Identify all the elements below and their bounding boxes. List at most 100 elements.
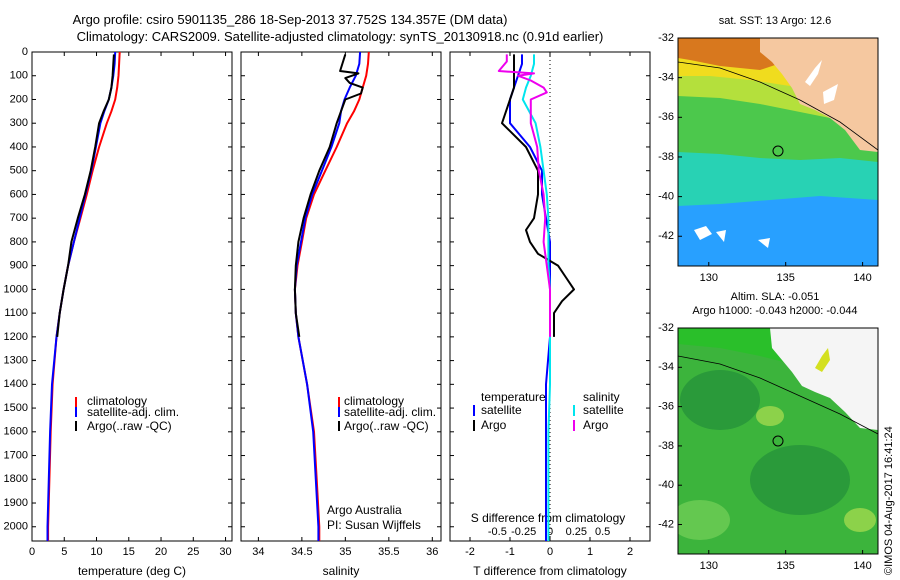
sla-map-frame xyxy=(677,327,879,555)
temperature-legend: climatology satellite-adj. clim. Argo(..… xyxy=(75,394,179,433)
x-tick-label: -2 xyxy=(465,546,475,558)
legend-label-argo: Argo(..raw -QC) xyxy=(87,419,172,433)
map-y-tick-label: -36 xyxy=(658,401,674,413)
sst-cloud-gap xyxy=(694,226,712,240)
y-tick-label: 800 xyxy=(10,236,28,248)
sla-high-anomaly xyxy=(844,508,876,532)
x-tick-label: 1 xyxy=(587,546,593,558)
sst-isobath xyxy=(678,61,878,151)
legend-label-climatology: climatology xyxy=(344,394,404,408)
y-tick-label: 2000 xyxy=(4,521,28,533)
sla-high-anomaly xyxy=(678,500,730,540)
map-x-tick-label: 130 xyxy=(700,272,718,284)
legend-label-sal-argo: Argo xyxy=(583,418,609,432)
difference-legend: temperature satellite Argo salinity sate… xyxy=(473,390,624,432)
x-axis-label: salinity xyxy=(323,564,360,578)
sst-land xyxy=(760,38,878,152)
y-tick-label: 200 xyxy=(10,93,28,105)
sla-low-anomaly xyxy=(680,370,760,430)
map-x-tick-label: 130 xyxy=(700,560,718,572)
map-y-tick-label: -42 xyxy=(658,230,674,242)
sla-map-panel: Altim. SLA: -0.051 Argo h1000: -0.043 h2… xyxy=(658,291,879,572)
x-axis-label: temperature (deg C) xyxy=(78,564,186,578)
sla-argo-marker xyxy=(772,435,784,447)
sst-map-title: sat. SST: 13 Argo: 12.6 xyxy=(719,15,832,27)
x-tick-label: 0 xyxy=(547,546,553,558)
map-y-tick-label: -34 xyxy=(658,361,674,373)
x-tick-label: 30 xyxy=(219,546,231,558)
x-tick-label: 20 xyxy=(155,546,167,558)
series-line xyxy=(501,54,575,337)
sla-map-title-line1: Altim. SLA: -0.051 xyxy=(731,291,820,303)
map-y-tick-label: -40 xyxy=(658,479,674,491)
x-tick-label: 25 xyxy=(187,546,199,558)
y-tick-label: 600 xyxy=(10,188,28,200)
map-y-tick-label: -36 xyxy=(658,111,674,123)
sst-cloud-gap xyxy=(716,230,726,242)
plot-frame xyxy=(31,51,233,542)
y-tick-label: 700 xyxy=(10,212,28,224)
y-tick-label: 1900 xyxy=(4,497,28,509)
legend-label-satellite: satellite-adj. clim. xyxy=(344,405,436,419)
y-tick-label: 1200 xyxy=(4,331,28,343)
legend-label-satellite: satellite-adj. clim. xyxy=(87,405,179,419)
salinity-legend: climatology satellite-adj. clim. Argo(..… xyxy=(327,394,436,532)
x-tick-label: 0 xyxy=(29,546,35,558)
sst-gulf xyxy=(805,60,822,86)
x2-tick-label: 0.5 xyxy=(595,526,610,538)
y-tick-label: 1100 xyxy=(4,307,28,319)
figure-title-line2: Climatology: CARS2009. Satellite-adjuste… xyxy=(77,29,604,44)
map-y-tick-label: -38 xyxy=(658,440,674,452)
sst-island xyxy=(823,84,838,104)
x-axis-label: T difference from climatology xyxy=(473,564,627,578)
sla-high-anomaly xyxy=(756,406,784,426)
x-tick-label: 10 xyxy=(90,546,102,558)
y-tick-label: 400 xyxy=(10,141,28,153)
x2-tick-label: 0.25 xyxy=(566,526,587,538)
series-line xyxy=(293,54,364,338)
sst-map-axes: 130 135 140 -32 -34 -36 -38 -40 -42 xyxy=(658,32,872,284)
y-tick-label: 1500 xyxy=(4,402,28,414)
sst-cloud-gap xyxy=(758,238,770,248)
map-y-tick-label: -40 xyxy=(658,191,674,203)
x-tick-label: -1 xyxy=(505,546,515,558)
map-y-tick-label: -34 xyxy=(658,72,674,84)
legend-label-climatology: climatology xyxy=(87,394,147,408)
y-tick-label: 1300 xyxy=(4,354,28,366)
sla-isobath xyxy=(678,355,878,435)
legend-label-sal-satellite: satellite xyxy=(583,403,624,417)
temperature-panel: 0100200300400500600700800900100011001200… xyxy=(4,46,233,578)
map-x-tick-label: 140 xyxy=(853,560,871,572)
legend-label-argo: Argo(..raw -QC) xyxy=(344,419,429,433)
copyright-credit: ©IMOS 04-Aug-2017 16:41:24 xyxy=(883,426,895,575)
x2-tick-label: -0.25 xyxy=(511,526,536,538)
x-tick-label: 5 xyxy=(61,546,67,558)
sla-land xyxy=(770,328,878,430)
series-line xyxy=(521,54,551,541)
y-tick-label: 1800 xyxy=(4,473,28,485)
map-x-tick-label: 135 xyxy=(777,560,795,572)
map-x-tick-label: 140 xyxy=(853,272,871,284)
sst-map-panel: sat. SST: 13 Argo: 12.6 130 135 140 -32 -34 -… xyxy=(658,15,879,284)
x-tick-label: 15 xyxy=(123,546,135,558)
sst-map-frame xyxy=(677,37,879,267)
y-tick-label: 0 xyxy=(22,46,28,58)
series-line xyxy=(293,51,362,541)
sla-gulf xyxy=(815,348,830,372)
map-y-tick-label: -38 xyxy=(658,151,674,163)
x-tick-label: 34 xyxy=(252,546,264,558)
salinity-panel: 34 34.5 35 35.5 36 salinity xyxy=(240,51,442,578)
figure-title-line1: Argo profile: csiro 5901135_286 18-Sep-2… xyxy=(73,12,508,27)
x2-tick-label: -0.5 xyxy=(488,526,507,538)
y-tick-label: 1600 xyxy=(4,426,28,438)
map-x-tick-label: 135 xyxy=(777,272,795,284)
x-tick-label: 2 xyxy=(627,546,633,558)
y-tick-label: 1700 xyxy=(4,449,28,461)
legend-label-temp-satellite: satellite xyxy=(481,403,522,417)
series-line xyxy=(497,54,551,337)
sla-low-anomaly xyxy=(750,445,850,515)
legend-label-temp-argo: Argo xyxy=(481,418,507,432)
x-tick-label: 34.5 xyxy=(291,546,312,558)
map-y-tick-label: -32 xyxy=(658,322,674,334)
